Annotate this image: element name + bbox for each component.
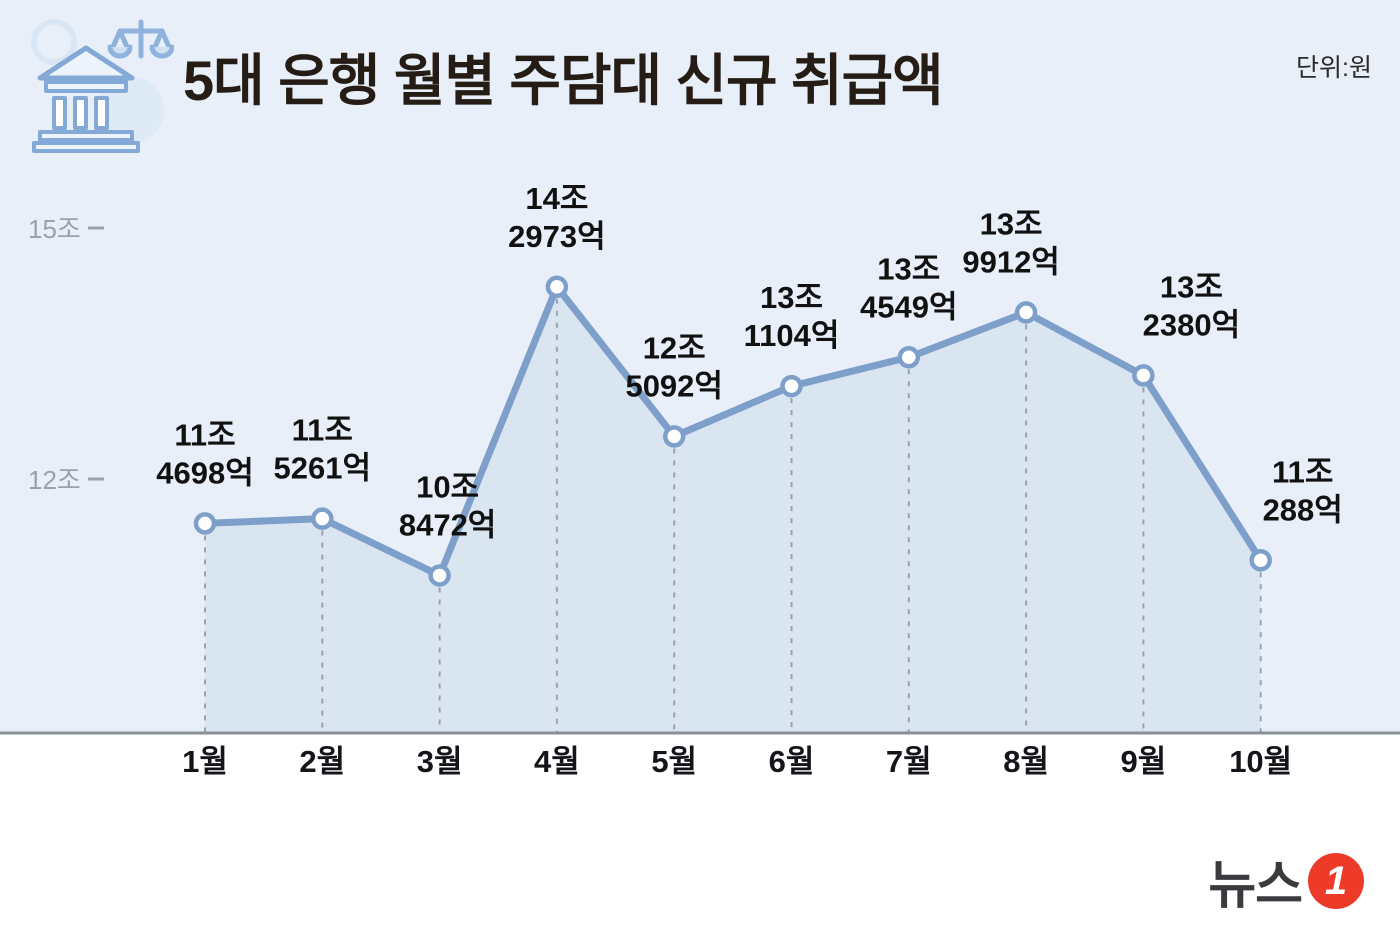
unit-label: 단위:원 bbox=[1296, 54, 1372, 82]
data-point-marker bbox=[897, 346, 921, 369]
x-axis-label: 4월 bbox=[534, 744, 580, 779]
bank-with-scales-icon bbox=[24, 10, 175, 155]
data-point-marker bbox=[545, 275, 569, 299]
data-point-marker bbox=[1132, 364, 1155, 387]
logo-number-badge: 1 bbox=[1308, 852, 1364, 909]
data-point-marker bbox=[780, 374, 803, 398]
header: 5대 은행 월별 주담대 신규 취급액 단위:원 bbox=[0, 0, 1400, 160]
page-title: 5대 은행 월별 주담대 신규 취급액 bbox=[183, 49, 944, 112]
data-point-marker bbox=[662, 425, 686, 448]
scales-icon bbox=[107, 19, 175, 59]
logo-text: 뉴스 bbox=[1208, 857, 1303, 915]
chart-area-fill bbox=[205, 286, 1261, 733]
data-point-marker bbox=[1014, 301, 1038, 324]
point-label-jo: 10조 bbox=[416, 469, 479, 504]
trend-line bbox=[201, 283, 1265, 579]
point-label-jo: 14조 bbox=[525, 181, 588, 216]
y-tick-label: 15조 bbox=[28, 214, 81, 244]
point-label-eok: 5092억 bbox=[625, 368, 722, 403]
point-label-jo: 11조 bbox=[292, 413, 353, 448]
x-axis-label: 10월 bbox=[1229, 744, 1292, 779]
point-label-jo: 13조 bbox=[980, 206, 1043, 241]
x-axis-label: 5월 bbox=[651, 744, 697, 779]
point-label-jo: 11조 bbox=[1272, 454, 1333, 489]
point-label-jo: 13조 bbox=[1160, 269, 1223, 304]
point-label-jo: 11조 bbox=[174, 417, 235, 452]
point-label-eok: 1104억 bbox=[744, 318, 840, 353]
point-label-jo: 12조 bbox=[643, 330, 706, 365]
data-point-marker bbox=[1249, 549, 1272, 572]
data-point-marker bbox=[311, 507, 334, 530]
chart-background bbox=[0, 0, 1400, 733]
x-axis-label: 3월 bbox=[417, 744, 463, 779]
news1-logo: 뉴스 1 bbox=[1208, 843, 1364, 918]
point-label-eok: 288억 bbox=[1263, 492, 1343, 527]
data-point-marker bbox=[193, 512, 217, 535]
y-tick-label: 12조 bbox=[28, 465, 81, 495]
point-label-eok: 4698억 bbox=[156, 455, 253, 490]
point-label-eok: 4549억 bbox=[860, 289, 957, 324]
point-label-eok: 2973억 bbox=[508, 219, 605, 254]
point-label-eok: 5261억 bbox=[274, 451, 371, 486]
point-label-eok: 8472억 bbox=[399, 507, 496, 542]
point-label-jo: 13조 bbox=[877, 251, 940, 286]
x-axis-label: 7월 bbox=[886, 744, 932, 779]
point-label-eok: 9912억 bbox=[962, 244, 1059, 279]
data-point-marker bbox=[428, 564, 451, 587]
x-axis-label: 9월 bbox=[1121, 744, 1167, 779]
point-label-jo: 13조 bbox=[760, 280, 823, 315]
x-axis-label: 2월 bbox=[299, 744, 345, 779]
bank-building-icon bbox=[32, 45, 140, 153]
x-axis-label: 6월 bbox=[769, 744, 815, 779]
logo-number: 1 bbox=[1324, 858, 1348, 903]
x-axis-label: 1월 bbox=[182, 744, 228, 779]
x-axis-label: 8월 bbox=[1003, 744, 1049, 779]
point-label-eok: 2380억 bbox=[1143, 307, 1240, 342]
